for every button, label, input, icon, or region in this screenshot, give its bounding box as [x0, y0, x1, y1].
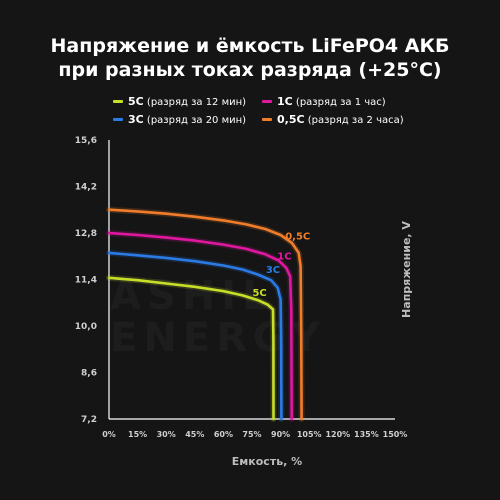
x-tick-label: 135% — [354, 430, 379, 439]
legend-label-1c: 1C — [277, 95, 293, 108]
title-line-1: Напряжение и ёмкость LiFePO4 АКБ — [50, 35, 450, 57]
series-line-5C — [107, 276, 275, 421]
x-tick-label: 30% — [157, 430, 176, 439]
legend-swatch-1c — [262, 99, 272, 103]
x-tick-label: 0% — [102, 430, 116, 439]
legend-swatch-05c — [262, 117, 272, 121]
chart-title: Напряжение и ёмкость LiFePO4 АКБ при раз… — [0, 34, 500, 82]
x-tick-label: 60% — [214, 430, 233, 439]
legend-item-1c: 1C (разряд за 1 час) — [262, 95, 386, 108]
series-line-3C — [107, 251, 283, 421]
y-tick-label: 8,6 — [81, 369, 97, 379]
x-tick-label: 120% — [325, 430, 350, 439]
y-tick-label: 7,2 — [81, 415, 97, 425]
legend-swatch-5c — [113, 99, 123, 103]
y-tick-label: 11,4 — [75, 276, 97, 286]
series-line-0,5C — [107, 208, 303, 421]
chart-labels: 5C 3C 1C 0,5C — [252, 232, 310, 299]
title-line-2: при разных токах разряда (+25°C) — [58, 59, 442, 81]
legend-desc-05c: (разряд за 2 часа) — [307, 115, 404, 126]
y-tick-label: 15,6 — [75, 136, 97, 146]
series-annotation: 5C — [252, 288, 266, 299]
series-annotation: 0,5C — [285, 232, 310, 243]
legend-desc-3c: (разряд за 20 мин) — [146, 115, 247, 126]
legend-label-05c: 0,5C — [277, 113, 305, 126]
legend-item-3c: 3C (разряд за 20 мин) — [113, 113, 246, 126]
legend-swatch-3c — [113, 117, 123, 121]
legend-desc-5c: (разряд за 12 мин) — [146, 97, 247, 108]
legend-item-5c: 5C (разряд за 12 мин) — [113, 95, 246, 108]
legend-label-5c: 5C — [128, 95, 144, 108]
x-tick-label: 90% — [271, 430, 290, 439]
chart-series — [106, 206, 305, 422]
x-tick-label: 45% — [185, 430, 204, 439]
y-axis-title: Напряжение, V — [400, 221, 413, 318]
x-tick-label: 150% — [383, 430, 408, 439]
series-annotation: 1C — [277, 252, 291, 263]
x-tick-label: 75% — [242, 430, 261, 439]
chart-axes: 7,2 8,6 10,0 11,4 12,8 14,2 15,6 0% 15% 30% 45% 60%… — [75, 136, 413, 468]
legend-item-05c: 0,5C (разряд за 2 часа) — [262, 113, 404, 126]
y-tick-label: 10,0 — [75, 322, 97, 332]
y-tick-label: 12,8 — [75, 229, 97, 239]
series-line-1C — [107, 231, 293, 421]
series-glow-5C — [106, 274, 277, 422]
y-tick-label: 14,2 — [75, 183, 97, 193]
x-tick-label: 105% — [297, 430, 322, 439]
x-axis-title: Емкость, % — [232, 455, 302, 468]
legend-label-3c: 3C — [128, 113, 144, 126]
series-annotation: 3C — [266, 265, 280, 276]
x-tick-label: 15% — [128, 430, 147, 439]
legend-desc-1c: (разряд за 1 час) — [295, 97, 386, 108]
